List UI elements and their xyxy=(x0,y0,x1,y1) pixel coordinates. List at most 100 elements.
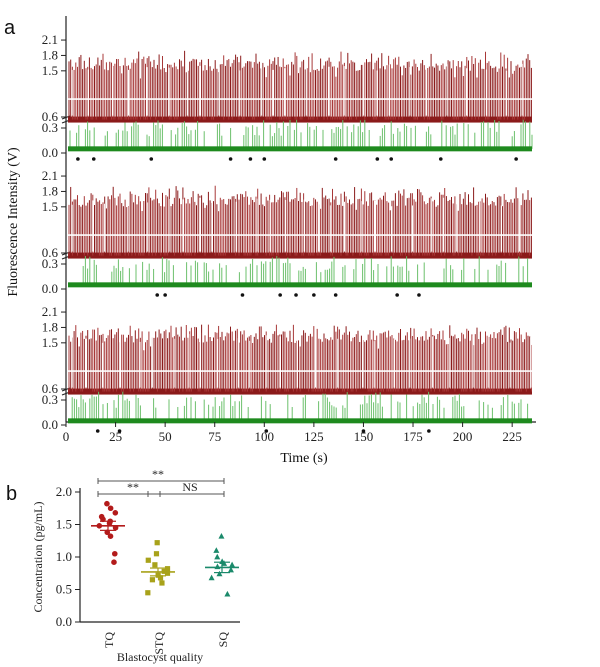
y-tick-label: 1.5 xyxy=(42,335,58,350)
y-tick-label: 2.1 xyxy=(42,32,58,47)
significance-label: NS xyxy=(182,480,197,494)
green-trace xyxy=(68,119,533,152)
data-point xyxy=(154,540,160,546)
y-tick-label: 0.3 xyxy=(42,120,58,135)
x-tick-label: 200 xyxy=(453,429,473,444)
green-baseline xyxy=(68,282,532,288)
panel-a-y-axis-title: Fluorescence Intensity (V) xyxy=(6,147,21,297)
event-marker xyxy=(361,429,366,433)
x-tick-label: 100 xyxy=(255,429,275,444)
group-sq xyxy=(205,533,239,597)
y-tick-label: 0.0 xyxy=(56,614,72,629)
y-tick-label: 1.5 xyxy=(42,63,58,78)
event-marker xyxy=(333,293,338,297)
event-marker xyxy=(95,429,100,433)
event-marker xyxy=(417,293,421,297)
event-marker xyxy=(155,293,160,297)
red-trace xyxy=(68,324,532,395)
y-tick-label: 0.0 xyxy=(42,417,58,432)
data-point xyxy=(214,563,221,570)
trace-panel-1: 2.11.81.5 0.60.3 0.0 xyxy=(42,32,533,161)
significance-bracket: NS xyxy=(147,480,225,497)
data-point xyxy=(164,566,171,572)
y-tick-label: 0.3 xyxy=(42,392,58,407)
x-tick-label: 75 xyxy=(208,429,221,444)
x-tick-label: TQ xyxy=(102,632,116,648)
event-marker xyxy=(76,157,80,161)
data-point xyxy=(159,580,165,586)
event-marker xyxy=(264,429,269,433)
event-marker xyxy=(240,293,245,297)
y-tick-label: 2.1 xyxy=(42,168,58,183)
event-marker xyxy=(395,293,399,297)
y-tick-label: 0.6 xyxy=(42,109,59,124)
y-tick-label: 0.6 xyxy=(42,381,59,396)
data-point xyxy=(112,510,119,516)
x-tick-label: 50 xyxy=(159,429,172,444)
x-tick-label: 25 xyxy=(109,429,122,444)
significance-bracket: ** xyxy=(97,467,225,484)
event-marker xyxy=(389,157,394,161)
significance-label: ** xyxy=(152,467,164,481)
y-tick-label: 1.8 xyxy=(42,183,58,198)
panel-a-x-axis-title: Time (s) xyxy=(280,451,328,466)
y-tick-label: 1.5 xyxy=(42,199,58,214)
trace-panel-2: 2.11.81.5 0.60.3 0.0 xyxy=(42,168,532,297)
panel-b: b 0.0 0.5 1.0 1.5 2.0 TQ STQ SQ ** ** NS Concentrati… xyxy=(6,467,240,664)
x-tick-label: 0 xyxy=(63,429,70,444)
event-marker xyxy=(333,157,338,161)
green-trace xyxy=(68,391,532,424)
y-tick-label: 1.0 xyxy=(56,549,72,564)
y-tick-label: 2.0 xyxy=(56,484,72,499)
data-point xyxy=(152,562,158,568)
data-point xyxy=(229,561,236,568)
event-marker xyxy=(248,157,253,161)
event-marker xyxy=(163,293,167,297)
data-point xyxy=(111,550,118,557)
event-marker xyxy=(117,429,122,433)
data-point xyxy=(214,553,221,560)
data-point xyxy=(145,557,151,563)
event-marker xyxy=(91,157,96,161)
group-stq xyxy=(141,540,175,596)
x-tick-label: STQ xyxy=(152,632,166,655)
data-point xyxy=(157,575,164,581)
event-marker xyxy=(375,157,380,161)
x-tick-label: 150 xyxy=(354,429,374,444)
data-point xyxy=(164,570,171,576)
event-marker xyxy=(438,157,443,161)
y-tick-label: 0.0 xyxy=(42,145,58,160)
x-tick-label: 175 xyxy=(403,429,423,444)
y-tick-label: 0.6 xyxy=(42,245,59,260)
y-tick-label: 2.1 xyxy=(42,304,58,319)
y-tick-label: 1.8 xyxy=(42,319,58,334)
event-marker xyxy=(228,157,233,161)
data-point xyxy=(227,566,234,573)
event-marker xyxy=(294,293,298,297)
significance-label: ** xyxy=(127,480,139,494)
data-point xyxy=(213,547,220,553)
y-tick-label: 1.8 xyxy=(42,47,58,62)
panel-a-label: a xyxy=(4,17,16,39)
data-point xyxy=(104,500,110,507)
data-point xyxy=(107,505,114,512)
data-point xyxy=(153,551,160,557)
event-marker xyxy=(262,157,267,161)
data-point xyxy=(107,533,114,539)
panel-b-label: b xyxy=(6,483,17,505)
event-marker xyxy=(278,293,282,297)
y-tick-label: 0.3 xyxy=(42,256,58,271)
y-tick-label: 0.0 xyxy=(42,281,58,296)
event-marker xyxy=(149,157,154,161)
group-tq xyxy=(91,500,125,565)
data-point xyxy=(149,577,156,583)
green-baseline xyxy=(68,146,532,152)
event-marker xyxy=(312,293,316,297)
event-marker xyxy=(427,429,431,433)
green-trace xyxy=(68,256,532,288)
panel-a: a2.11.81.50.60.30.02.11.81.50.60.30.02.1… xyxy=(4,16,536,466)
panel-b-x-axis-title: Blastocyst quality xyxy=(117,650,203,664)
data-point xyxy=(224,590,231,597)
data-point xyxy=(111,559,117,565)
